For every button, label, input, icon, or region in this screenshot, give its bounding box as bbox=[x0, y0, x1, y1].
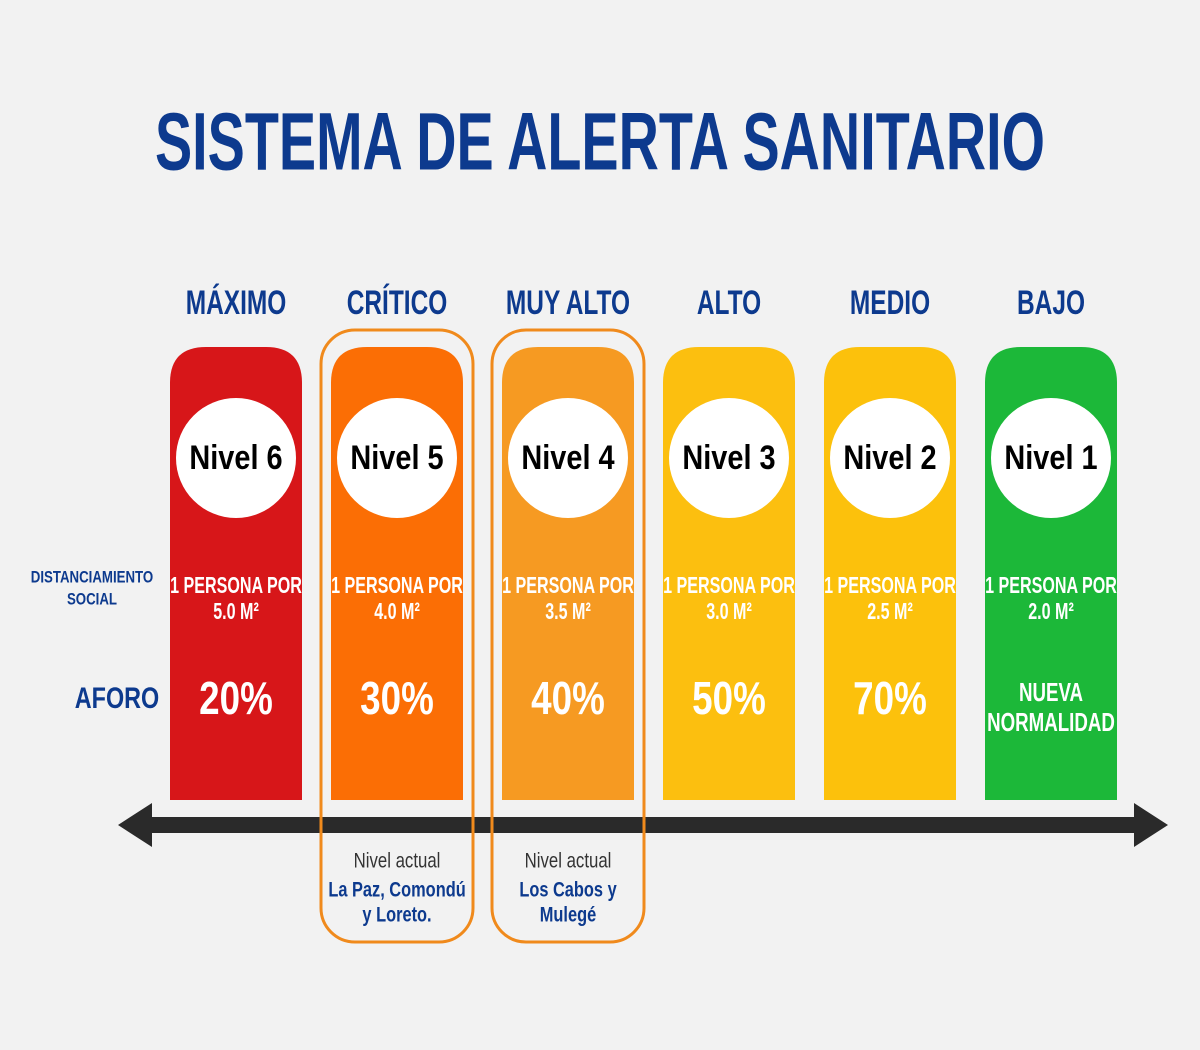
label: MUY ALTO bbox=[506, 284, 630, 322]
label: Nivel 2 bbox=[843, 438, 936, 477]
label: CRÍTICO bbox=[347, 283, 448, 322]
label: NORMALIDAD bbox=[987, 707, 1115, 737]
label: La Paz, Comondú bbox=[328, 878, 465, 901]
level-badge bbox=[669, 398, 789, 518]
label: Nivel actual bbox=[525, 850, 612, 873]
label: MÁXIMO bbox=[186, 283, 287, 322]
level-badge bbox=[337, 398, 457, 518]
label: 70% bbox=[853, 672, 927, 724]
label: Los Cabos y bbox=[519, 878, 617, 901]
label: 1 PERSONA POR bbox=[170, 573, 302, 598]
label: 40% bbox=[531, 672, 605, 724]
label: ALTO bbox=[697, 284, 761, 322]
label: 5.0 M² bbox=[213, 599, 259, 624]
label: AFORO bbox=[75, 681, 159, 714]
label: NUEVA bbox=[1019, 677, 1083, 707]
label: 2.0 M² bbox=[1028, 599, 1074, 624]
level-badge bbox=[991, 398, 1111, 518]
label: 50% bbox=[692, 672, 766, 724]
label: 1 PERSONA POR bbox=[331, 573, 463, 598]
label: MEDIO bbox=[850, 284, 930, 322]
current-level-frame bbox=[490, 328, 646, 944]
label: SOCIAL bbox=[67, 590, 117, 609]
label: Nivel 3 bbox=[682, 438, 775, 477]
label: Nivel 1 bbox=[1004, 438, 1097, 477]
label: DISTANCIAMIENTO bbox=[31, 568, 154, 587]
label: 2.5 M² bbox=[867, 599, 913, 624]
label: Nivel 4 bbox=[521, 438, 615, 477]
label: 1 PERSONA POR bbox=[824, 573, 956, 598]
label: BAJO bbox=[1017, 284, 1085, 322]
title: SISTEMA DE ALERTA SANITARIO bbox=[155, 97, 1045, 188]
level-badge bbox=[508, 398, 628, 518]
label: 30% bbox=[360, 672, 434, 724]
label: y Loreto. bbox=[362, 903, 431, 926]
label: 3.5 M² bbox=[545, 599, 591, 624]
label: Nivel 6 bbox=[189, 438, 282, 477]
label: 4.0 M² bbox=[374, 599, 420, 624]
label: 1 PERSONA POR bbox=[502, 573, 634, 598]
label: Mulegé bbox=[540, 903, 596, 926]
label: 3.0 M² bbox=[706, 599, 752, 624]
current-level-frame bbox=[319, 328, 475, 944]
label: 20% bbox=[199, 672, 273, 724]
label: 1 PERSONA POR bbox=[663, 573, 795, 598]
label: Nivel 5 bbox=[350, 438, 443, 477]
level-badge bbox=[176, 398, 296, 518]
label: Nivel actual bbox=[354, 850, 441, 873]
label: 1 PERSONA POR bbox=[985, 573, 1117, 598]
level-badge bbox=[830, 398, 950, 518]
